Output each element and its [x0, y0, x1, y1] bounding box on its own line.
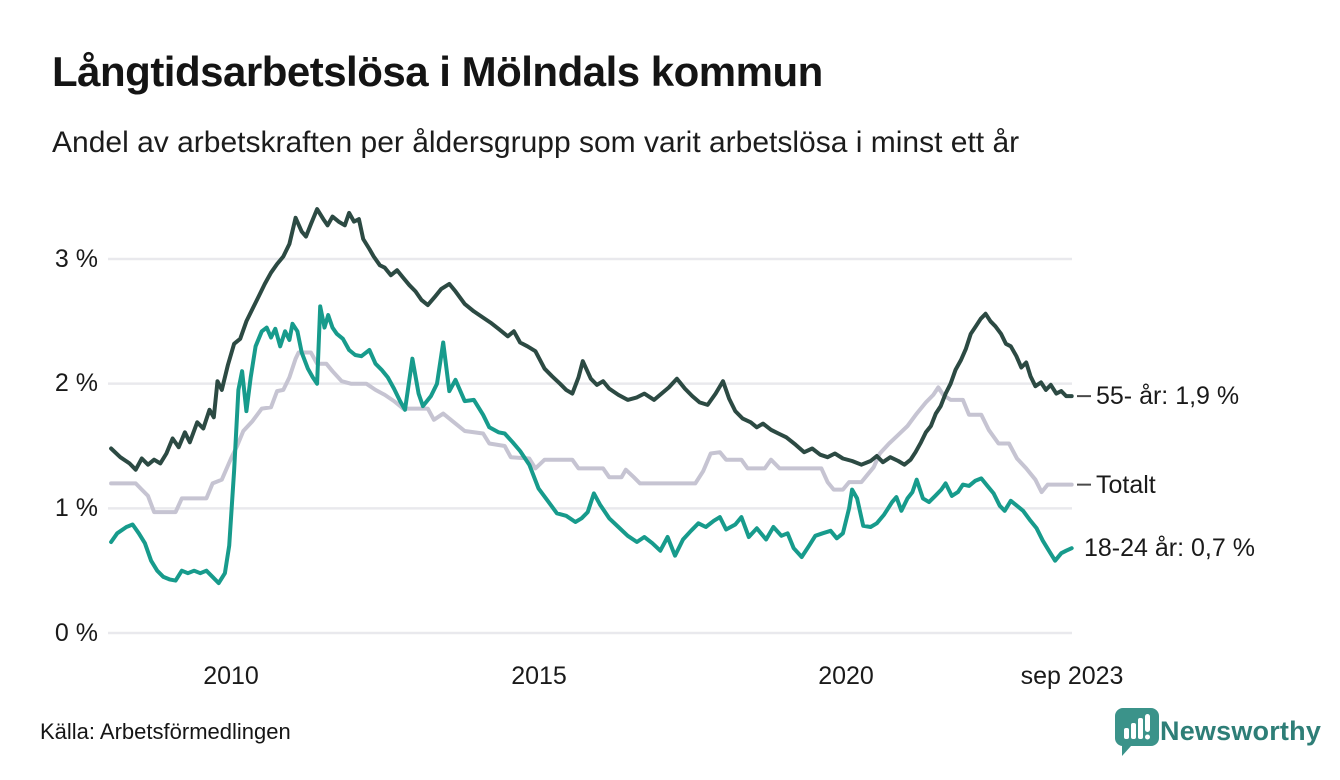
x-axis-tick-2020: 2020 — [818, 662, 874, 690]
y-axis-tick-3pct: 3 % — [54, 245, 98, 273]
y-axis-tick-2pct: 2 % — [54, 369, 98, 397]
series-label-18-24: 18-24 år: 0,7 % — [1084, 534, 1255, 563]
source-attribution: Källa: Arbetsförmedlingen — [40, 719, 291, 744]
series-label-55-plus: 55- år: 1,9 % — [1096, 382, 1240, 411]
newsworthy-logo-text: Newsworthy — [1160, 716, 1322, 746]
x-axis-tick-2010: 2010 — [203, 662, 259, 690]
y-axis-tick-0pct: 0 % — [54, 619, 98, 647]
page-title: Långtidsarbetslösa i Mölndals kommun — [52, 48, 823, 95]
x-axis-tick-sep-2023: sep 2023 — [1020, 662, 1124, 690]
x-axis-tick-2015: 2015 — [511, 662, 567, 690]
page-subtitle: Andel av arbetskraften per åldersgrupp s… — [52, 126, 1020, 159]
series-label-totalt: Totalt — [1096, 470, 1156, 499]
newsworthy-logo-icon — [1114, 708, 1159, 756]
y-axis-tick-1pct: 1 % — [54, 494, 98, 522]
